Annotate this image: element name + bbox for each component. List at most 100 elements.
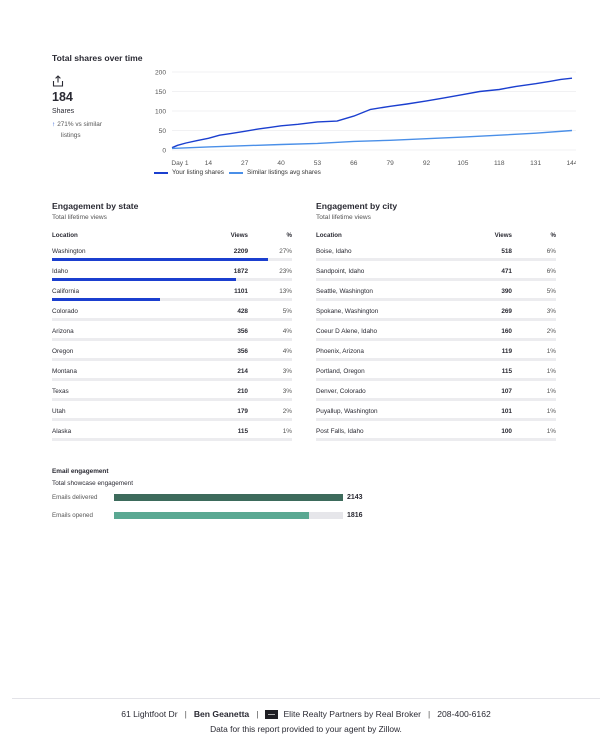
city-bar-track xyxy=(316,378,556,381)
state-bar-track xyxy=(52,318,292,321)
city-row: Sandpoint, Idaho 471 6% xyxy=(316,262,556,282)
city-location: Denver, Colorado xyxy=(316,388,366,395)
chart-legend: Your listing shares Similar listings avg… xyxy=(154,169,326,176)
x-tick-label: 92 xyxy=(423,160,431,167)
city-location: Coeur D Alene, Idaho xyxy=(316,328,378,335)
state-views: 179 xyxy=(237,408,248,415)
emails-opened-label: Emails opened xyxy=(52,511,93,519)
city-views: 269 xyxy=(501,308,512,315)
series-your-shares-line xyxy=(171,77,573,149)
share-count: 184 xyxy=(52,90,73,104)
shares-title: Total shares over time xyxy=(52,53,143,63)
city-bar-track xyxy=(316,398,556,401)
footer-agent-name: Ben Geanetta xyxy=(193,709,250,719)
x-tick-label: 14 xyxy=(205,160,213,167)
city-location: Portland, Oregon xyxy=(316,368,365,375)
city-bar-track xyxy=(316,278,556,281)
state-row: Idaho 1872 23% xyxy=(52,262,292,282)
x-tick-label: 105 xyxy=(457,160,468,167)
emails-opened-row: Emails opened 1816 xyxy=(52,510,363,520)
footer-divider xyxy=(12,698,600,699)
city-views: 115 xyxy=(501,368,512,375)
emails-delivered-track xyxy=(114,493,343,501)
city-pct: 1% xyxy=(546,348,556,355)
state-bar xyxy=(52,258,268,261)
city-pct: 2% xyxy=(546,328,556,335)
state-bar-track xyxy=(52,298,292,301)
city-row: Seattle, Washington 390 5% xyxy=(316,282,556,302)
state-bar-track xyxy=(52,438,292,441)
city-row: Denver, Colorado 107 1% xyxy=(316,382,556,402)
state-row: California 1101 13% xyxy=(52,282,292,302)
state-location: Washington xyxy=(52,248,86,255)
state-location: Arizona xyxy=(52,328,74,335)
series-similar-shares-line xyxy=(171,129,573,150)
footer-brokerage: Elite Realty Partners by Real Broker xyxy=(283,709,422,719)
state-bar-track xyxy=(52,378,292,381)
state-bar-track xyxy=(52,358,292,361)
y-tick-label: 150 xyxy=(155,89,166,96)
email-section-subtitle: Total showcase engagement xyxy=(52,480,133,487)
city-section-subtitle: Total lifetime views xyxy=(316,214,371,221)
up-arrow-icon: ↑ xyxy=(52,121,56,128)
shares-line-chart: 0 50 100 150 200 Day 1 14 27 40 53 66 79 92 105 118 131… xyxy=(155,69,576,167)
footer-contact: 61 Lightfoot Dr | Ben Geanetta | Elite R… xyxy=(0,709,612,719)
state-row: Washington 2209 27% xyxy=(52,242,292,262)
share-comparison: ↑ 271% vs similar listings xyxy=(52,119,132,141)
city-row: Boise, Idaho 518 6% xyxy=(316,242,556,262)
state-pct: 3% xyxy=(282,388,292,395)
x-tick-label: 131 xyxy=(530,160,541,167)
state-pct: 1% xyxy=(282,428,292,435)
legend-swatch-your xyxy=(154,171,168,174)
city-location: Spokane, Washington xyxy=(316,308,379,315)
city-pct: 6% xyxy=(546,268,556,275)
state-location: Montana xyxy=(52,368,77,375)
state-row: Colorado 428 5% xyxy=(52,302,292,322)
email-section-title: Email engagement xyxy=(52,468,109,475)
city-pct: 1% xyxy=(546,428,556,435)
state-location: Idaho xyxy=(52,268,68,275)
x-tick-label: 53 xyxy=(314,160,322,167)
city-row: Puyallup, Washington 101 1% xyxy=(316,402,556,422)
footer-separator: | xyxy=(184,709,187,719)
state-bar-track xyxy=(52,338,292,341)
state-bar xyxy=(52,298,160,301)
legend-swatch-similar xyxy=(228,171,243,174)
state-pct: 5% xyxy=(282,308,292,315)
x-tick-label: 27 xyxy=(241,160,249,167)
city-bar-track xyxy=(316,358,556,361)
footer-address: 61 Lightfoot Dr xyxy=(121,709,178,719)
emails-delivered-value: 2143 xyxy=(347,493,363,501)
city-views: 107 xyxy=(501,388,512,395)
state-bar-track xyxy=(52,418,292,421)
state-bar-track xyxy=(52,258,292,261)
state-pct: 23% xyxy=(279,268,292,275)
city-bar-track xyxy=(316,258,556,261)
city-bar-track xyxy=(316,438,556,441)
footer-separator: | xyxy=(256,709,259,719)
share-compare-text: 271% vs similar xyxy=(57,121,102,128)
city-location: Post Falls, Idaho xyxy=(316,428,364,435)
city-pct: 5% xyxy=(546,288,556,295)
x-tick-label: 144 xyxy=(566,160,576,167)
city-views: 160 xyxy=(501,328,512,335)
state-location: Alaska xyxy=(52,428,72,435)
city-section-title: Engagement by city xyxy=(316,201,398,211)
state-row: Oregon 356 4% xyxy=(52,342,292,362)
city-col-views: Views xyxy=(494,232,512,239)
city-location: Seattle, Washington xyxy=(316,288,373,295)
city-pct: 1% xyxy=(546,368,556,375)
city-views: 100 xyxy=(501,428,512,435)
legend-item-similar-shares: Similar listings avg shares xyxy=(228,169,321,176)
city-pct: 6% xyxy=(546,248,556,255)
state-location: Oregon xyxy=(52,348,74,355)
city-location: Phoenix, Arizona xyxy=(316,348,364,355)
city-pct: 1% xyxy=(546,408,556,415)
city-pct: 3% xyxy=(546,308,556,315)
city-location: Puyallup, Washington xyxy=(316,408,378,415)
city-location: Boise, Idaho xyxy=(316,248,352,255)
state-bar xyxy=(52,278,236,281)
x-tick-label: 118 xyxy=(494,160,505,167)
state-location: California xyxy=(52,288,79,295)
state-location: Colorado xyxy=(52,308,78,315)
